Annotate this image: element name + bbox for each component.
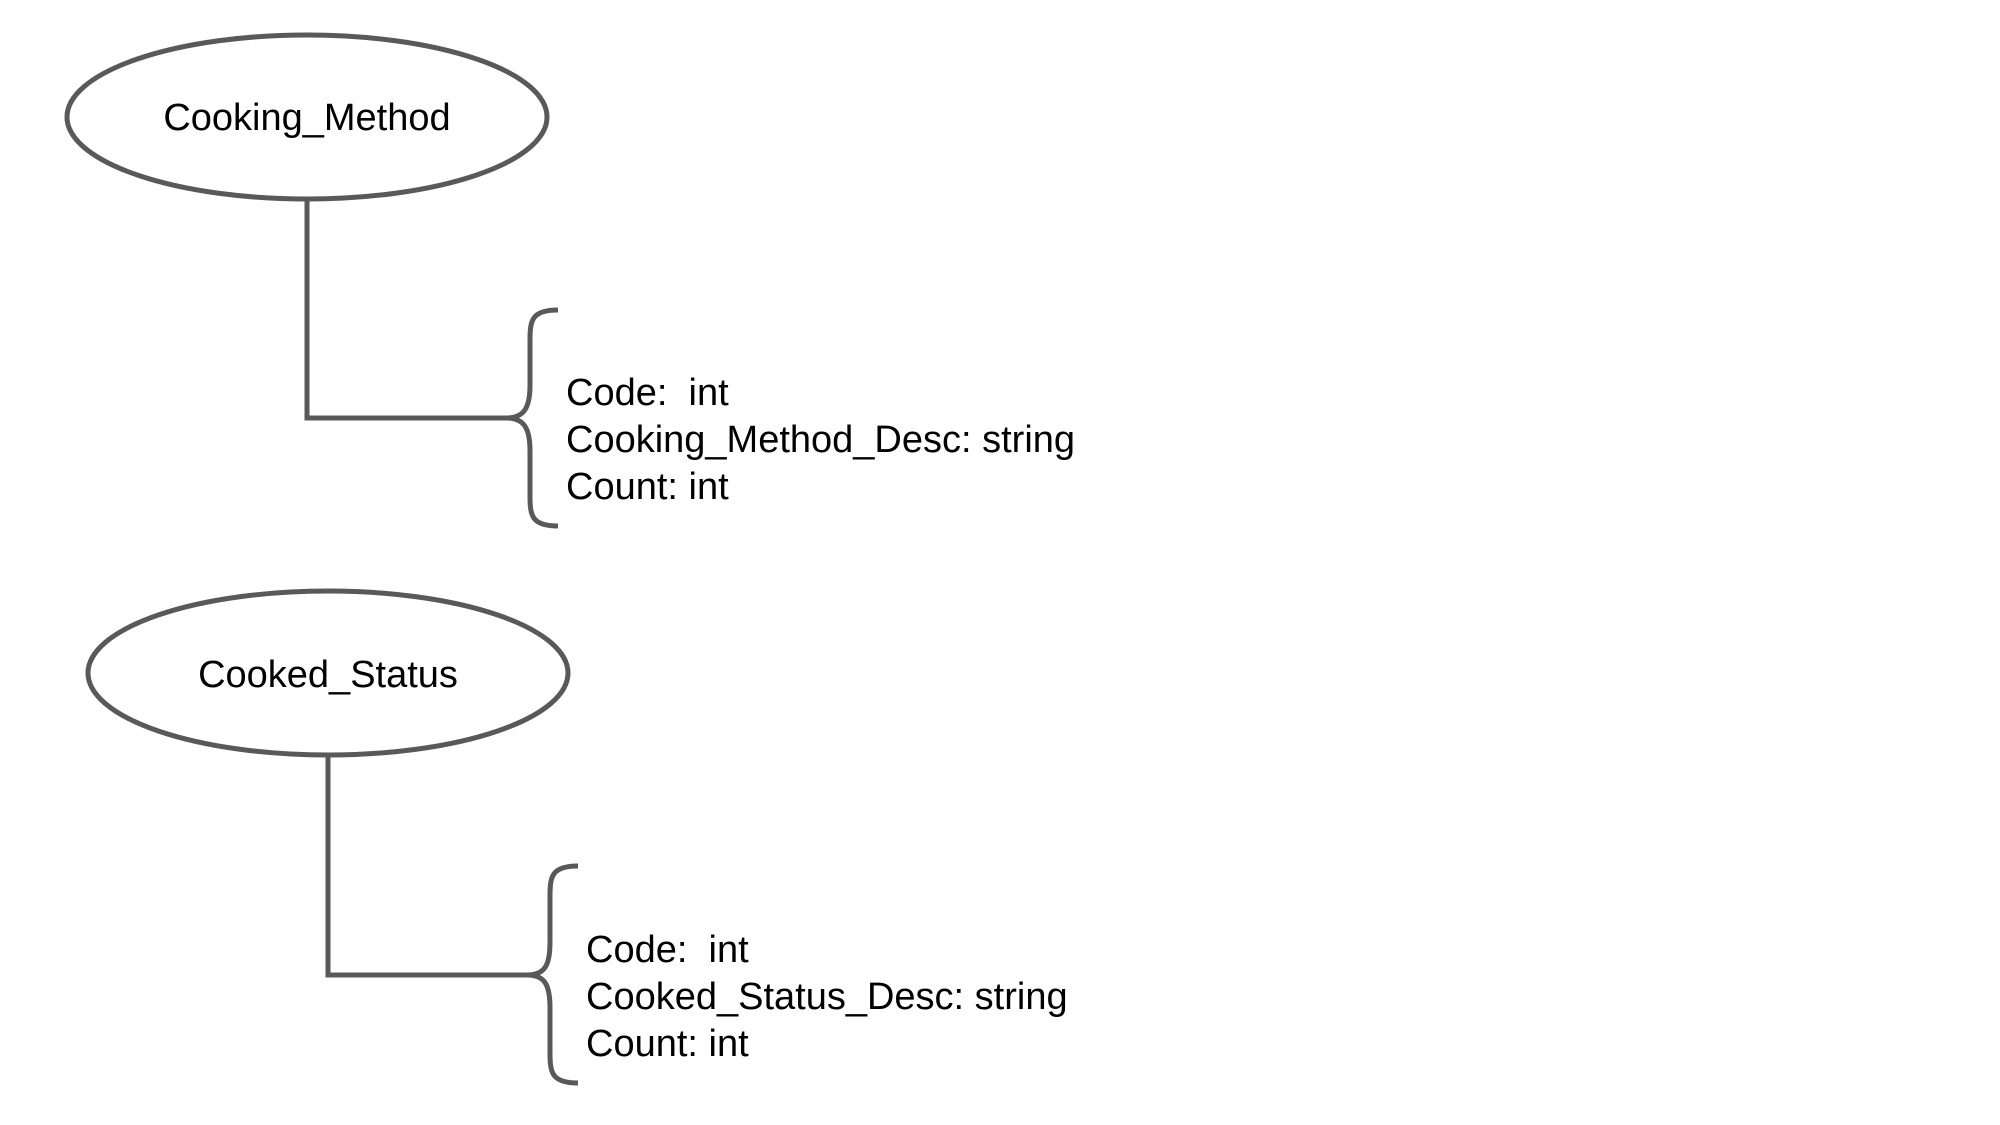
attribute-list: Code: int Cooked_Status_Desc: string Cou… [586,929,1068,1065]
attribute-code: Code: int [586,929,749,971]
attribute-desc: Cooking_Method_Desc: string [566,419,1075,461]
attribute-brace [505,307,559,529]
attribute-desc: Cooked_Status_Desc: string [586,976,1068,1018]
entity-name: Cooked_Status [198,654,458,696]
attribute-count: Count: int [566,466,729,508]
attribute-list: Code: int Cooking_Method_Desc: string Co… [566,372,1075,508]
entity-name: Cooking_Method [163,97,450,139]
entity-cooking-method: Cooking_Method Code: int Cooking_Method_… [64,32,1075,529]
attribute-count: Count: int [586,1023,749,1065]
entity-cooked-status: Cooked_Status Code: int Cooked_Status_De… [85,588,1068,1086]
connector-line [325,755,527,978]
attribute-code: Code: int [566,372,729,414]
attribute-brace [526,863,579,1086]
connector-line [304,199,506,421]
